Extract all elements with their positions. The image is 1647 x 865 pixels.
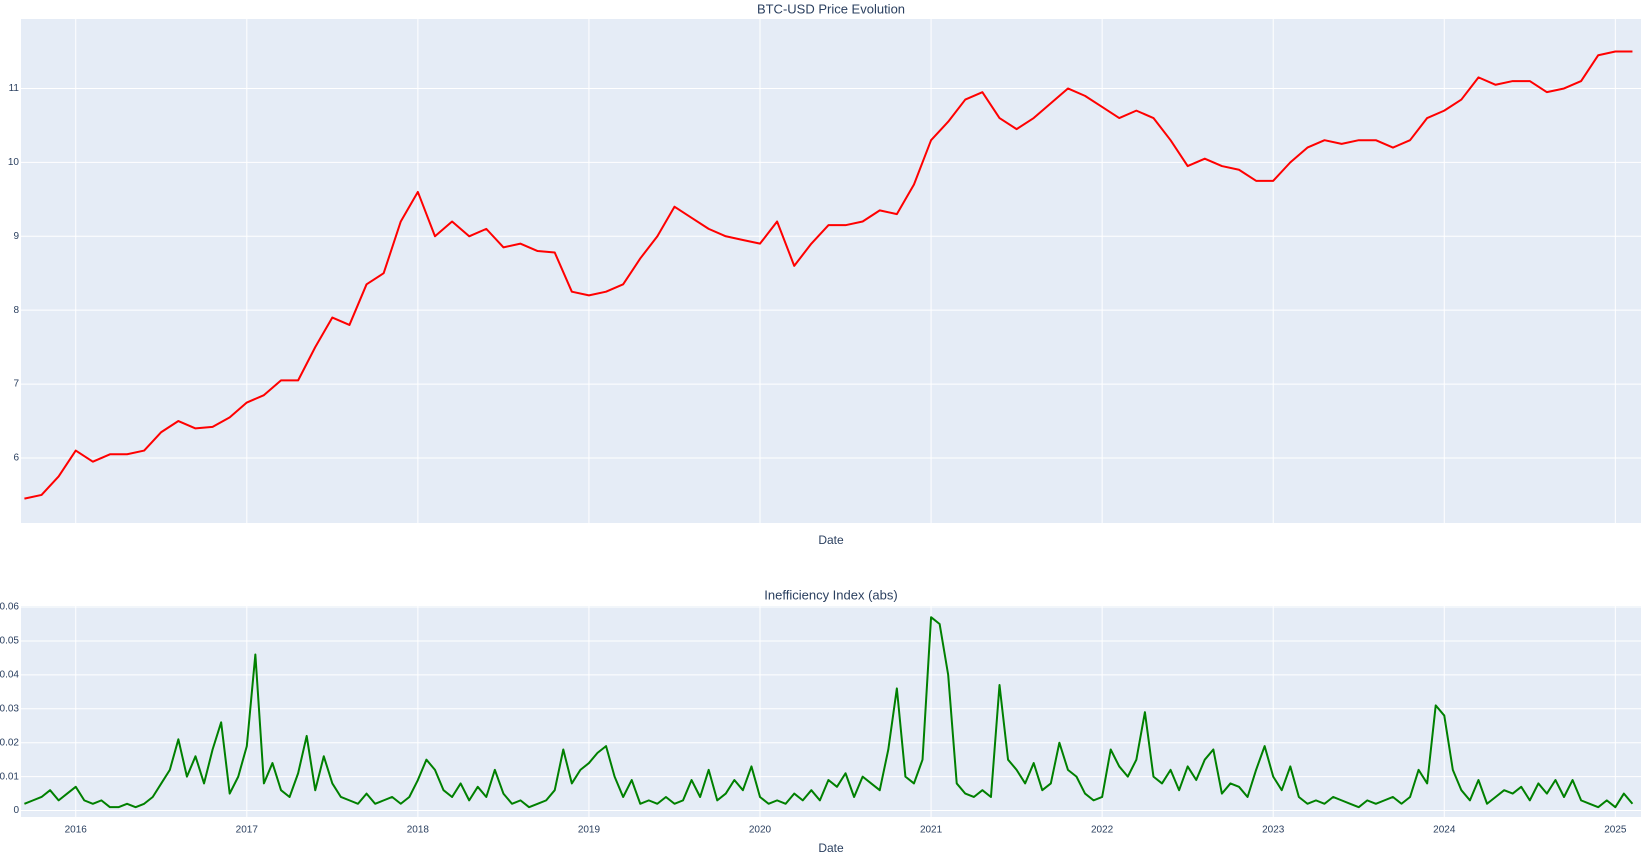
y-tick-label: 0.04 [0,670,19,681]
x-tick-label: 2021 [920,825,943,836]
x-tick-label: 2023 [1262,825,1285,836]
x-axis-title: Date [818,533,844,547]
x-tick-label: 2017 [236,825,259,836]
y-tick-label: 10 [8,157,20,168]
x-tick-label: 2020 [749,825,772,836]
x-tick-label: 2022 [1091,825,1114,836]
y-tick-label: 0.03 [0,703,19,714]
y-tick-label: 0.05 [0,636,19,647]
chart-title: Inefficiency Index (abs) [764,587,897,602]
y-tick-label: 0 [13,805,19,816]
y-tick-label: 11 [9,83,20,94]
y-tick-label: 7 [13,379,19,390]
x-tick-label: 2019 [578,825,601,836]
x-tick-label: 2025 [1604,825,1627,836]
plot-area [21,606,1641,817]
data-line [24,616,1634,809]
y-tick-label: 6 [13,453,19,464]
x-tick-label: 2016 [65,825,88,836]
x-tick-label: 2018 [407,825,430,836]
chart-title: BTC-USD Price Evolution [757,1,905,16]
data-line [24,50,1633,500]
y-tick-label: 8 [13,305,19,316]
plot-area [21,19,1641,523]
y-tick-label: 0.01 [0,771,19,782]
y-tick-label: 9 [13,231,19,242]
x-axis-title: Date [818,841,844,855]
y-tick-label: 0.02 [0,737,19,748]
x-tick-label: 2024 [1433,825,1456,836]
y-tick-label: 0.06 [0,602,19,613]
